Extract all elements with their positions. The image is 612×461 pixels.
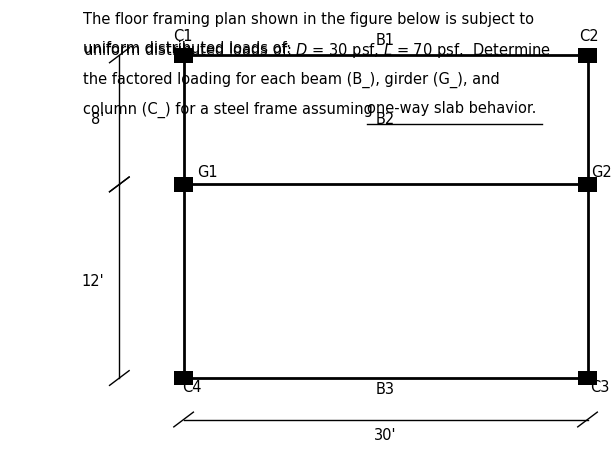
Text: B2: B2 bbox=[376, 112, 395, 127]
Text: the factored loading for each beam (B_), girder (G_), and: the factored loading for each beam (B_),… bbox=[83, 71, 499, 88]
Text: B3: B3 bbox=[376, 382, 395, 397]
Text: uniform distributed loads of: $D$ = 30 psf, $L$ = 70 psf.  Determine: uniform distributed loads of: $D$ = 30 p… bbox=[83, 41, 551, 60]
Text: 30': 30' bbox=[375, 428, 397, 443]
FancyBboxPatch shape bbox=[578, 48, 597, 63]
Text: C1: C1 bbox=[173, 29, 192, 44]
FancyBboxPatch shape bbox=[174, 48, 193, 63]
FancyBboxPatch shape bbox=[578, 177, 597, 192]
Text: G2: G2 bbox=[591, 165, 612, 180]
Text: column (C_) for a steel frame assuming: column (C_) for a steel frame assuming bbox=[83, 101, 377, 118]
FancyBboxPatch shape bbox=[174, 177, 193, 192]
Text: 12': 12' bbox=[81, 274, 104, 289]
Text: B1: B1 bbox=[376, 33, 395, 48]
Text: C2: C2 bbox=[579, 29, 599, 44]
Text: one-way slab behavior.: one-way slab behavior. bbox=[367, 101, 537, 117]
Text: C4: C4 bbox=[182, 380, 202, 396]
Text: G1: G1 bbox=[197, 165, 218, 180]
Text: 8': 8' bbox=[91, 112, 104, 127]
FancyBboxPatch shape bbox=[174, 371, 193, 385]
FancyBboxPatch shape bbox=[578, 371, 597, 385]
Text: uniform distributed loads of:: uniform distributed loads of: bbox=[83, 41, 296, 57]
Text: C3: C3 bbox=[590, 380, 610, 396]
Text: The floor framing plan shown in the figure below is subject to: The floor framing plan shown in the figu… bbox=[83, 12, 534, 27]
